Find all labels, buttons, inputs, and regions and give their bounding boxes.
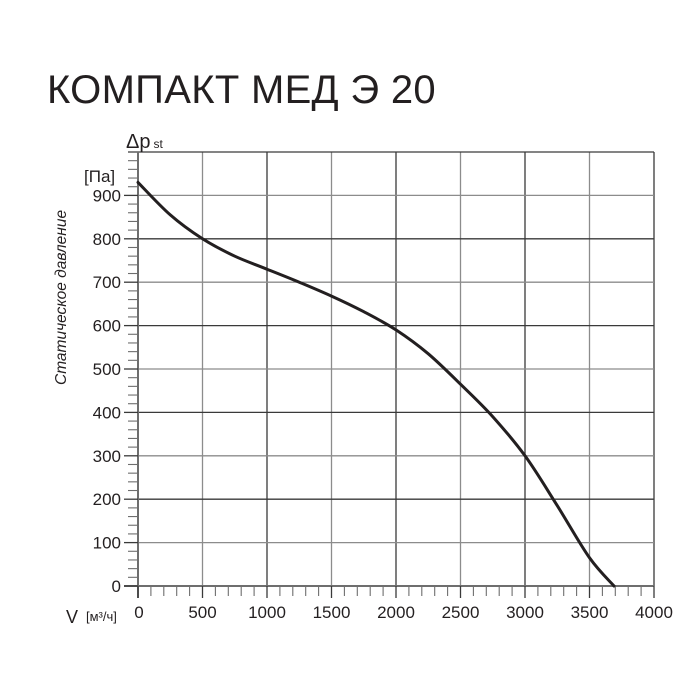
y-tick-label: 300 bbox=[93, 447, 121, 466]
axis-ticks bbox=[124, 152, 655, 598]
y-axis-label: Статическое давление bbox=[53, 210, 70, 385]
x-tick-label: 2500 bbox=[442, 603, 480, 622]
y-tick-label: 400 bbox=[93, 403, 121, 422]
y-tick-label: 600 bbox=[93, 317, 121, 336]
x-tick-label: 1500 bbox=[313, 603, 351, 622]
y-tick-label: 0 bbox=[112, 577, 121, 596]
x-tick-label: 3500 bbox=[571, 603, 609, 622]
y-tick-label: 100 bbox=[93, 534, 121, 553]
y-axis-symbol: Δp st bbox=[126, 131, 163, 153]
x-tick-labels: 0 500 1000 1500 2000 2500 3000 3500 4000 bbox=[134, 603, 673, 622]
grid-lines bbox=[128, 151, 655, 586]
x-axis-symbol: V bbox=[66, 607, 78, 627]
chart-title: КОМПАКТ МЕД Э 20 bbox=[47, 68, 436, 112]
x-tick-label: 1000 bbox=[248, 603, 286, 622]
y-tick-label: 800 bbox=[93, 230, 121, 249]
x-axis-unit: [м³/ч] bbox=[86, 609, 117, 624]
y-tick-label: 900 bbox=[93, 186, 121, 205]
x-tick-label: 3000 bbox=[506, 603, 544, 622]
x-tick-label: 0 bbox=[134, 603, 143, 622]
y-tick-label: 700 bbox=[93, 273, 121, 292]
y-tick-label: 500 bbox=[93, 360, 121, 379]
x-tick-label: 4000 bbox=[635, 603, 673, 622]
x-tick-label: 500 bbox=[188, 603, 216, 622]
y-tick-labels: 0 100 200 300 400 500 600 700 800 900 bbox=[93, 186, 121, 596]
x-tick-label: 2000 bbox=[377, 603, 415, 622]
y-tick-label: 200 bbox=[93, 490, 121, 509]
y-axis-unit: [Па] bbox=[84, 167, 115, 186]
fan-curve-line bbox=[136, 180, 616, 588]
